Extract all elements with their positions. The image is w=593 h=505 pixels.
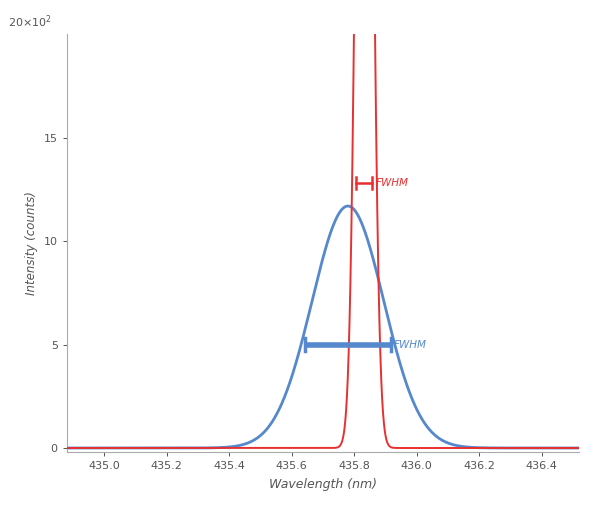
X-axis label: Wavelength (nm): Wavelength (nm)	[269, 478, 377, 491]
Text: FWHM: FWHM	[394, 339, 427, 349]
Text: $20{\times}10^2$: $20{\times}10^2$	[8, 14, 52, 30]
Text: FWHM: FWHM	[375, 178, 409, 188]
Y-axis label: Intensity (counts): Intensity (counts)	[25, 191, 38, 295]
